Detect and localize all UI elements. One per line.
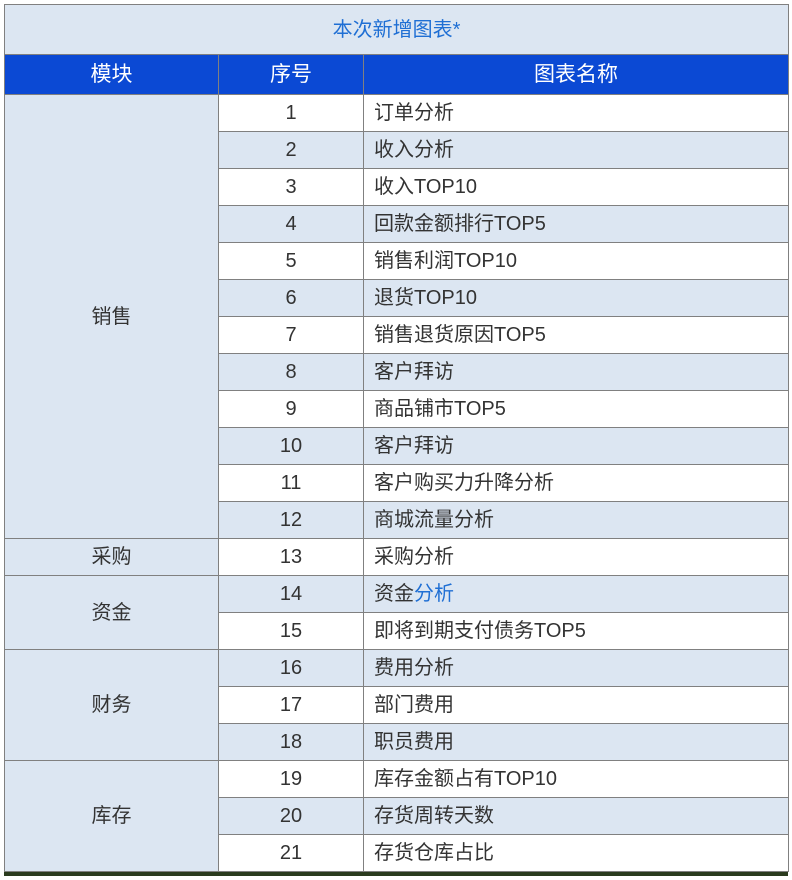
module-cell: 库存 [5, 761, 219, 872]
module-cell: 采购 [5, 539, 219, 576]
name-cell: 回款金额排行TOP5 [364, 206, 789, 243]
header-name: 图表名称 [364, 55, 789, 95]
name-cell: 存货周转天数 [364, 798, 789, 835]
name-prefix: 资金 [374, 583, 414, 605]
name-cell: 客户购买力升降分析 [364, 465, 789, 502]
title-row: 本次新增图表* [5, 5, 789, 55]
name-cell: 存货仓库占比 [364, 835, 789, 872]
name-cell: 销售退货原因TOP5 [364, 317, 789, 354]
name-cell: 收入分析 [364, 132, 789, 169]
seq-cell: 20 [219, 798, 364, 835]
seq-cell: 14 [219, 576, 364, 613]
name-cell: 商城流量分析 [364, 502, 789, 539]
seq-cell: 8 [219, 354, 364, 391]
seq-cell: 2 [219, 132, 364, 169]
seq-cell: 18 [219, 724, 364, 761]
name-cell: 库存金额占有TOP10 [364, 761, 789, 798]
table-row: 采购13采购分析 [5, 539, 789, 576]
module-cell: 销售 [5, 95, 219, 539]
bottom-edge-bar [4, 872, 788, 876]
seq-cell: 4 [219, 206, 364, 243]
name-cell: 商品铺市TOP5 [364, 391, 789, 428]
name-cell: 资金分析 [364, 576, 789, 613]
header-row: 模块 序号 图表名称 [5, 55, 789, 95]
seq-cell: 5 [219, 243, 364, 280]
header-seq: 序号 [219, 55, 364, 95]
table-body: 本次新增图表* 模块 序号 图表名称 销售1订单分析2收入分析3收入TOP104… [5, 5, 789, 872]
table-row: 财务16费用分析 [5, 650, 789, 687]
seq-cell: 19 [219, 761, 364, 798]
seq-cell: 11 [219, 465, 364, 502]
seq-cell: 16 [219, 650, 364, 687]
seq-cell: 17 [219, 687, 364, 724]
module-cell: 财务 [5, 650, 219, 761]
name-cell: 客户拜访 [364, 354, 789, 391]
name-cell: 费用分析 [364, 650, 789, 687]
seq-cell: 7 [219, 317, 364, 354]
name-cell: 部门费用 [364, 687, 789, 724]
table-row: 库存19库存金额占有TOP10 [5, 761, 789, 798]
table-row: 销售1订单分析 [5, 95, 789, 132]
table-title: 本次新增图表* [5, 5, 789, 55]
name-cell: 客户拜访 [364, 428, 789, 465]
name-suffix: 分析 [414, 583, 454, 605]
seq-cell: 12 [219, 502, 364, 539]
seq-cell: 9 [219, 391, 364, 428]
module-cell: 资金 [5, 576, 219, 650]
seq-cell: 15 [219, 613, 364, 650]
name-cell: 退货TOP10 [364, 280, 789, 317]
header-module: 模块 [5, 55, 219, 95]
name-cell: 收入TOP10 [364, 169, 789, 206]
table-row: 资金 14资金分析 [5, 576, 789, 613]
name-cell: 职员费用 [364, 724, 789, 761]
name-cell: 采购分析 [364, 539, 789, 576]
seq-cell: 6 [219, 280, 364, 317]
name-cell: 销售利润TOP10 [364, 243, 789, 280]
seq-cell: 3 [219, 169, 364, 206]
seq-cell: 21 [219, 835, 364, 872]
name-cell: 订单分析 [364, 95, 789, 132]
seq-cell: 1 [219, 95, 364, 132]
seq-cell: 10 [219, 428, 364, 465]
seq-cell: 13 [219, 539, 364, 576]
name-cell: 即将到期支付债务TOP5 [364, 613, 789, 650]
chart-list-table: 本次新增图表* 模块 序号 图表名称 销售1订单分析2收入分析3收入TOP104… [4, 4, 789, 872]
